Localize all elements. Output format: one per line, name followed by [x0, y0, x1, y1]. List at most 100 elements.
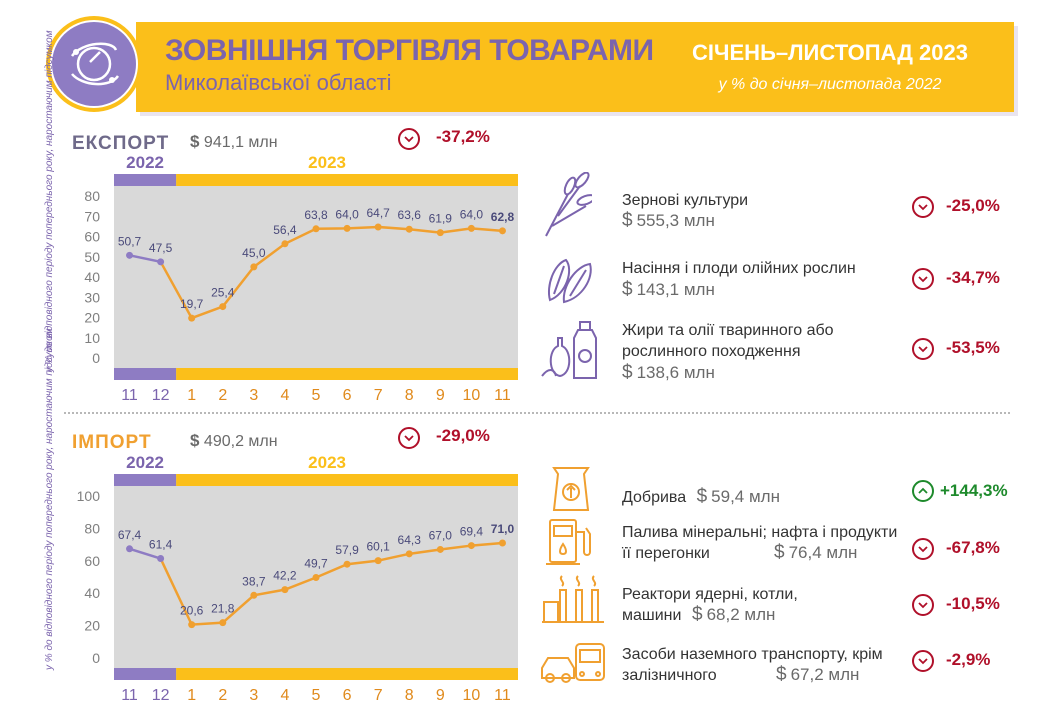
chevron-down-icon	[912, 594, 934, 616]
sunflower-seeds-icon	[544, 256, 596, 306]
import-item-2-value: $76,4 млн	[774, 542, 858, 563]
export-ytick-80: 80	[84, 188, 100, 204]
import-data-label-8: 60,1	[366, 540, 390, 554]
export-total: $ 941,1 млн	[190, 132, 278, 152]
export-xtick-5: 4	[280, 387, 289, 404]
export-xtick-0: 11	[121, 387, 138, 404]
import-item-4-name: Засоби наземного транспорту, крім залізн…	[622, 646, 883, 684]
export-ylabel: у % до відповідного періоду попереднього…	[44, 30, 56, 372]
import-point-4	[250, 591, 258, 599]
export-year-bar-2023-bottom	[176, 368, 518, 380]
chevron-down-icon	[912, 338, 934, 360]
header-banner	[136, 22, 1014, 112]
import-data-label-7: 57,9	[335, 543, 359, 557]
export-xtick-6: 5	[312, 387, 321, 404]
export-data-label-8: 64,7	[366, 206, 390, 220]
chevron-down-icon	[398, 427, 420, 449]
import-ytick-40: 40	[84, 585, 100, 601]
import-data-label-6: 49,7	[304, 556, 328, 570]
export-item-3-name: Жири та олії тваринного або рослинного п…	[622, 322, 834, 360]
export-xtick-8: 7	[374, 387, 383, 404]
export-item-1-change: -25,0%	[946, 196, 1000, 215]
export-point-1	[157, 258, 165, 266]
fuel-pump-icon	[544, 516, 604, 568]
import-series-line-2022	[129, 547, 161, 560]
export-xtick-11: 10	[462, 387, 480, 404]
import-year-bar-2022-bottom	[114, 668, 177, 680]
export-point-0	[126, 251, 134, 259]
import-title: ІМПОРТ	[72, 432, 152, 453]
export-point-5	[281, 240, 289, 248]
import-year-label-2023: 2023	[308, 453, 346, 472]
import-data-label-9: 64,3	[398, 533, 422, 547]
import-xtick-11: 10	[462, 687, 480, 704]
import-xtick-8: 7	[374, 687, 383, 704]
export-series-line-2022	[129, 254, 161, 264]
export-xtick-7: 6	[343, 387, 352, 404]
export-point-4	[250, 263, 258, 271]
export-change: -37,2%	[436, 127, 490, 146]
import-point-10	[436, 545, 444, 553]
import-data-label-1: 61,4	[149, 538, 173, 552]
export-xtick-1: 12	[152, 387, 170, 404]
import-xtick-5: 4	[280, 687, 289, 704]
chevron-down-icon	[912, 650, 934, 672]
export-ytick-20: 20	[84, 310, 100, 326]
export-year-bar-2023-top	[176, 174, 518, 186]
import-item-3-name: Реактори ядерні, котли, машини	[622, 586, 798, 624]
import-item-3-change: -10,5%	[946, 594, 1000, 613]
chevron-down-icon	[912, 268, 934, 290]
page-title: ЗОВНІШНЯ ТОРГІВЛЯ ТОВАРАМИ	[165, 34, 654, 67]
export-xtick-9: 8	[405, 387, 414, 404]
import-item-1-name: Добрива	[622, 489, 687, 506]
import-point-7	[343, 560, 351, 568]
export-item-2-value: $143,1 млн	[622, 279, 715, 300]
import-xtick-3: 2	[218, 687, 227, 704]
wheat-icon	[540, 171, 596, 240]
import-xtick-0: 11	[121, 687, 138, 704]
export-point-12	[498, 227, 506, 235]
export-ytick-0: 0	[92, 350, 100, 366]
import-xtick-6: 5	[312, 687, 321, 704]
export-year-label-2022: 2022	[126, 153, 164, 172]
import-point-6	[312, 573, 320, 581]
import-ytick-100: 100	[77, 488, 101, 504]
import-year-bar-2023-bottom	[176, 668, 518, 680]
factory-icon	[540, 574, 606, 626]
import-change: -29,0%	[436, 426, 490, 445]
export-xtick-3: 2	[218, 387, 227, 404]
export-ytick-40: 40	[84, 269, 100, 285]
export-item-2-name: Насіння і плоди олійних рослин	[622, 260, 856, 277]
export-ytick-60: 60	[84, 229, 100, 245]
export-item-2-value-text: 143,1 млн	[636, 280, 715, 299]
import-xtick-9: 8	[405, 687, 414, 704]
import-point-0	[126, 545, 134, 553]
fertilizer-bag-icon	[548, 464, 594, 514]
export-ytick-30: 30	[84, 289, 100, 305]
import-data-label-5: 42,2	[273, 569, 297, 583]
export-point-3	[219, 303, 227, 311]
import-item-1-change: +144,3%	[940, 481, 1008, 500]
import-ytick-60: 60	[84, 553, 100, 569]
page-subtitle: Миколаївської області	[165, 70, 392, 95]
import-point-2	[188, 621, 196, 629]
import-data-label-2: 20,6	[180, 604, 204, 618]
export-point-9	[405, 225, 413, 233]
export-data-label-4: 45,0	[242, 246, 266, 260]
chevron-down-icon	[912, 538, 934, 560]
import-item-3-value: $68,2 млн	[692, 604, 776, 625]
export-ytick-50: 50	[84, 249, 100, 265]
export-item-1-value-text: 555,3 млн	[636, 211, 715, 230]
comparison-label: у % до січня–листопада 2022	[718, 76, 942, 93]
export-item-3-value-text: 138,6 млн	[636, 363, 715, 382]
import-ytick-80: 80	[84, 520, 100, 536]
export-point-8	[374, 223, 382, 231]
import-series-line-2023	[159, 541, 503, 626]
import-ylabel: у % до відповідного періоду попереднього…	[44, 328, 56, 670]
globe-icon	[52, 22, 136, 106]
export-point-10	[436, 229, 444, 237]
export-data-label-6: 63,8	[304, 208, 328, 222]
export-data-label-11: 64,0	[460, 207, 484, 221]
